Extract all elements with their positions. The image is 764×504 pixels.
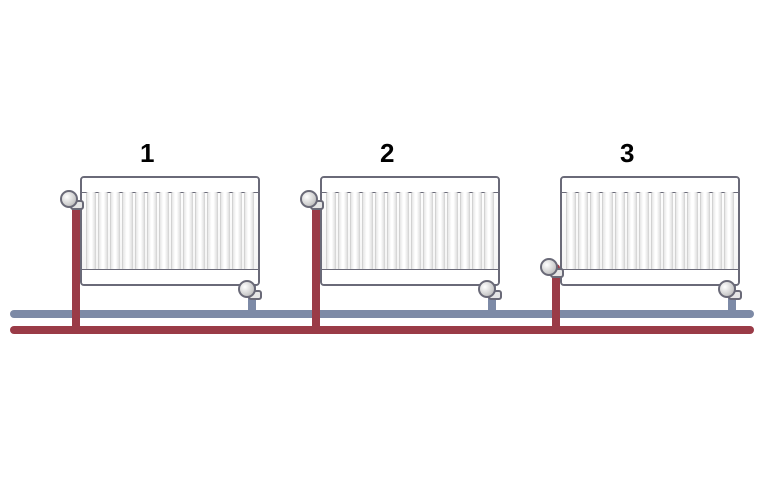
radiator-1-label: 1 — [140, 138, 154, 169]
radiator-fins — [566, 192, 734, 270]
rad3-supply-valve — [540, 258, 564, 282]
radiator-2-label: 2 — [380, 138, 394, 169]
radiator-3 — [560, 176, 740, 286]
radiator-2 — [320, 176, 500, 286]
valve-knob — [300, 190, 318, 208]
supply-main-pipe — [10, 326, 754, 334]
radiator-bottom-cap — [82, 269, 258, 284]
valve-knob — [478, 280, 496, 298]
valve-knob — [238, 280, 256, 298]
valve-knob — [60, 190, 78, 208]
return-main-pipe — [10, 310, 754, 318]
radiator-1 — [80, 176, 260, 286]
radiator-top-cap — [562, 178, 738, 193]
diagram-canvas: 1 2 3 — [0, 0, 764, 504]
radiator-fins — [86, 192, 254, 270]
rad2-return-valve — [478, 280, 502, 304]
radiator-bottom-cap — [562, 269, 738, 284]
radiator-3-label: 3 — [620, 138, 634, 169]
radiator-top-cap — [322, 178, 498, 193]
rad2-supply-riser — [312, 200, 320, 334]
radiator-fins — [326, 192, 494, 270]
radiator-bottom-cap — [322, 269, 498, 284]
rad3-return-valve — [718, 280, 742, 304]
rad1-supply-valve — [60, 190, 84, 214]
rad1-supply-riser — [72, 200, 80, 334]
valve-knob — [718, 280, 736, 298]
rad2-supply-valve — [300, 190, 324, 214]
rad1-return-valve — [238, 280, 262, 304]
radiator-top-cap — [82, 178, 258, 193]
valve-knob — [540, 258, 558, 276]
